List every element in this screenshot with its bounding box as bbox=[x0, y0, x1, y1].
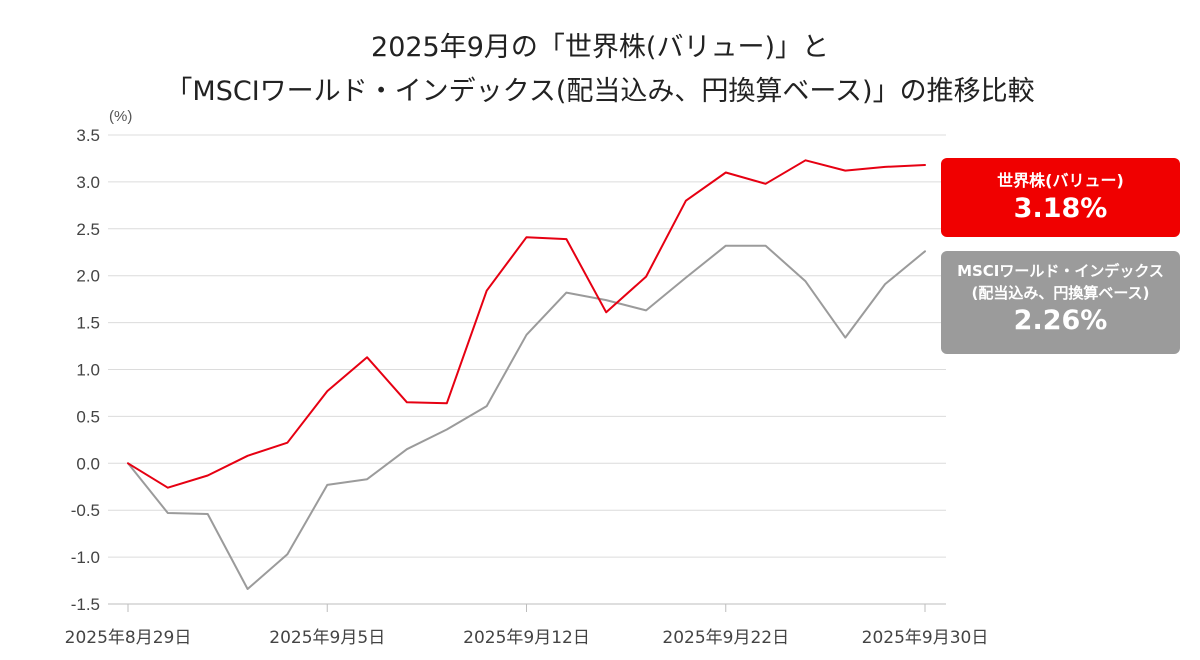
chart-title: 2025年9月の「世界株(バリュー)」と 「MSCIワールド・インデックス(配当… bbox=[0, 26, 1200, 114]
y-tick-label: 2.5 bbox=[76, 220, 100, 239]
y-tick-label: 3.0 bbox=[76, 173, 100, 192]
y-tick-label: 0.5 bbox=[76, 407, 100, 426]
grid-lines bbox=[108, 134, 946, 605]
end-label-world-value-name: 世界株(バリュー) bbox=[997, 171, 1124, 190]
y-tick-label: -0.5 bbox=[71, 501, 100, 520]
series-line-world-value bbox=[127, 159, 926, 489]
y-tick-label: -1.5 bbox=[71, 595, 100, 614]
x-tick-label: 2025年9月30日 bbox=[862, 628, 989, 648]
x-tick-label: 2025年9月5日 bbox=[269, 628, 385, 648]
y-tick-label: 3.5 bbox=[76, 126, 100, 145]
chart-title-line-1: 2025年9月の「世界株(バリュー)」と bbox=[371, 32, 829, 63]
x-tick-label: 2025年9月12日 bbox=[463, 628, 590, 648]
x-tick-label: 2025年8月29日 bbox=[65, 628, 192, 648]
end-label-msci-name-1: MSCIワールド・インデックス bbox=[957, 262, 1164, 280]
y-tick-label: 1.0 bbox=[76, 361, 100, 380]
y-tick-label: 2.0 bbox=[76, 267, 100, 286]
series-line-msci-world bbox=[127, 244, 926, 590]
chart-title-line-2: 「MSCIワールド・インデックス(配当込み、円換算ベース)」の推移比較 bbox=[165, 76, 1035, 107]
end-label-msci-value: 2.26% bbox=[1013, 305, 1108, 336]
end-label-world-value-value: 3.18% bbox=[1013, 193, 1108, 224]
x-tick-label: 2025年9月22日 bbox=[662, 628, 789, 648]
end-label-world-value: 世界株(バリュー) 3.18% bbox=[941, 158, 1180, 237]
axis: 3.5 3.0 2.5 2.0 1.5 1.0 0.5 0.0 -0.5 -1.0 -1.5 2025… bbox=[65, 126, 989, 648]
y-tick-label: 0.0 bbox=[76, 454, 100, 473]
y-tick-label: 1.5 bbox=[76, 314, 100, 333]
end-label-msci-name-2: (配当込み、円換算ベース) bbox=[971, 284, 1150, 302]
series-lines bbox=[127, 159, 926, 590]
y-axis-unit-label: (%) bbox=[109, 108, 132, 125]
y-tick-label: -1.0 bbox=[71, 548, 100, 567]
end-label-msci-world: MSCIワールド・インデックス (配当込み、円換算ベース) 2.26% bbox=[941, 251, 1180, 354]
